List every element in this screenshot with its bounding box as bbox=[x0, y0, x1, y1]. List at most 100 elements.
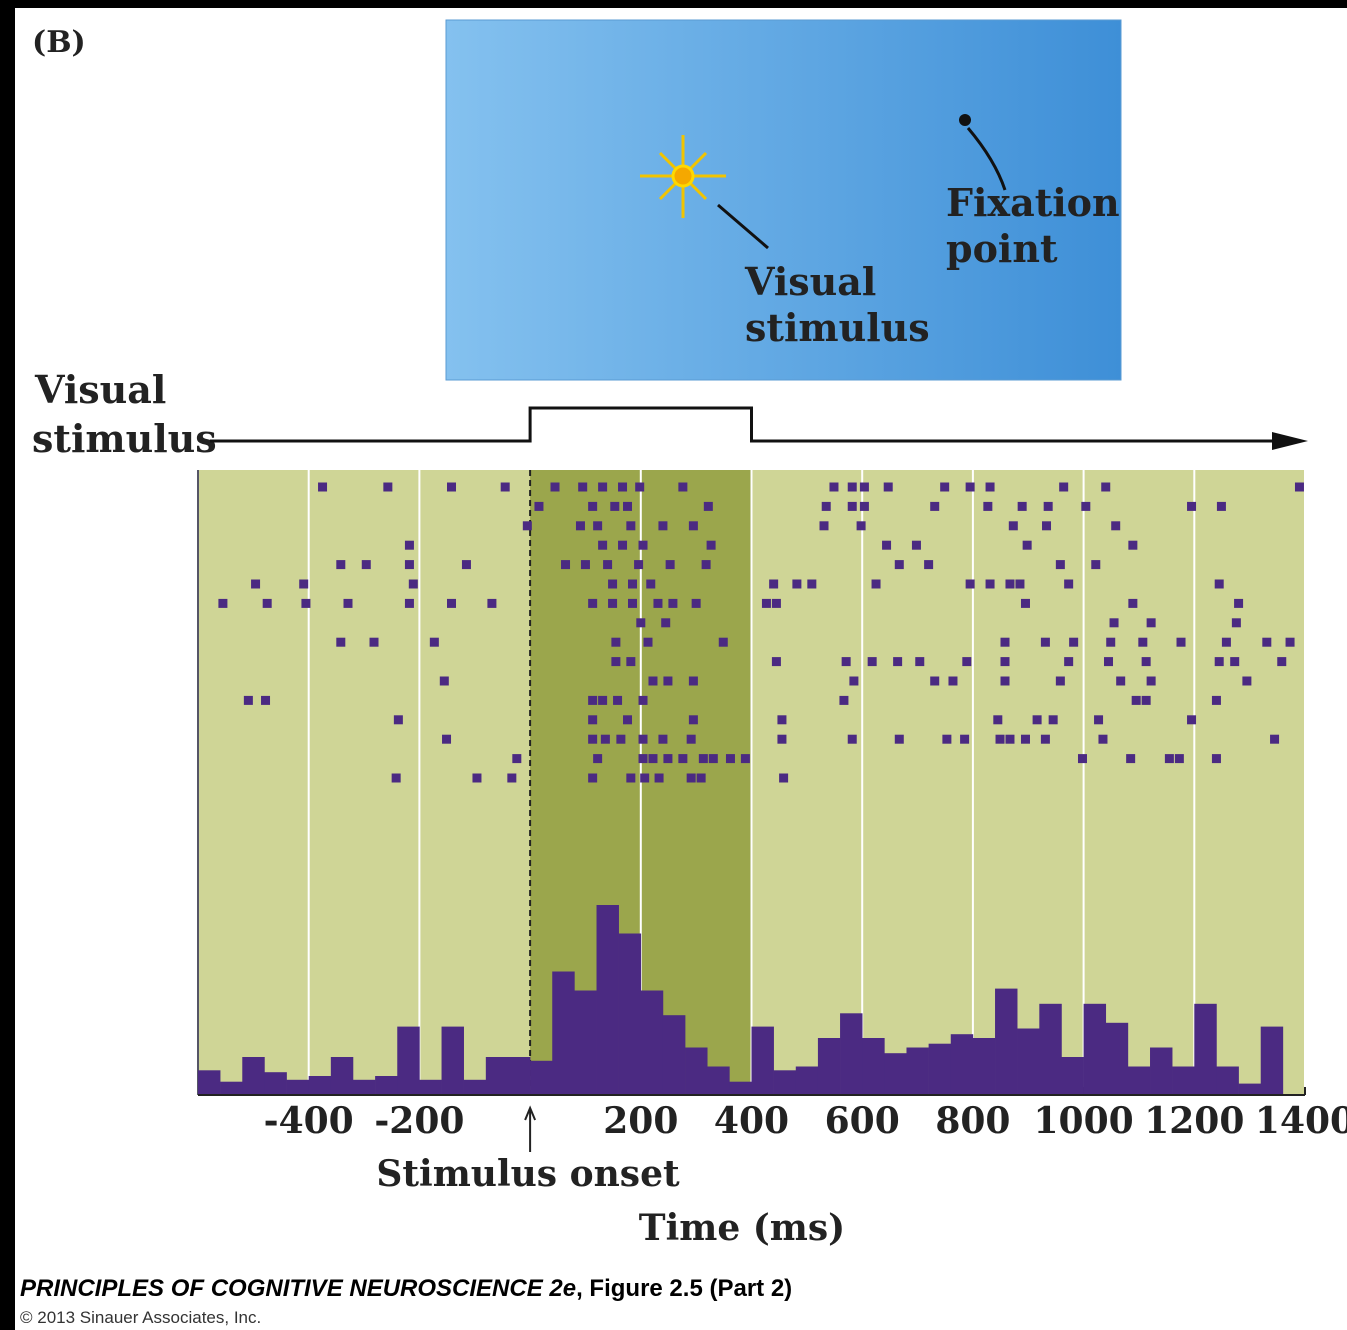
spike bbox=[1277, 657, 1286, 666]
bar bbox=[464, 1080, 486, 1095]
bar bbox=[1261, 1027, 1283, 1095]
spike bbox=[462, 560, 471, 569]
spike bbox=[1098, 735, 1107, 744]
spike bbox=[440, 677, 449, 686]
x-tick-label: 1400 bbox=[1255, 1100, 1347, 1142]
spike bbox=[769, 580, 778, 589]
spike bbox=[986, 483, 995, 492]
spike bbox=[472, 774, 481, 783]
trace-label: Visual bbox=[34, 367, 166, 412]
spike bbox=[687, 774, 696, 783]
onset-arrow bbox=[525, 1108, 535, 1152]
spike bbox=[1033, 715, 1042, 724]
spike bbox=[392, 774, 401, 783]
spike bbox=[1295, 483, 1304, 492]
spike bbox=[699, 754, 708, 763]
spike bbox=[405, 541, 414, 550]
bar bbox=[641, 991, 663, 1096]
spike bbox=[561, 560, 570, 569]
spike bbox=[1078, 754, 1087, 763]
spike bbox=[868, 657, 877, 666]
spike bbox=[848, 483, 857, 492]
spike bbox=[576, 521, 585, 530]
bar bbox=[220, 1082, 242, 1095]
spike bbox=[263, 599, 272, 608]
spike bbox=[666, 560, 675, 569]
spike bbox=[639, 735, 648, 744]
spike bbox=[299, 580, 308, 589]
diagram-label: Visual bbox=[744, 259, 876, 304]
spike bbox=[394, 715, 403, 724]
spike bbox=[261, 696, 270, 705]
spike bbox=[661, 618, 670, 627]
spike bbox=[1215, 657, 1224, 666]
spike bbox=[1001, 657, 1010, 666]
trace-label: stimulus bbox=[32, 416, 217, 461]
copyright: © 2013 Sinauer Associates, Inc. bbox=[20, 1308, 261, 1327]
spike bbox=[1009, 521, 1018, 530]
spike bbox=[1116, 677, 1125, 686]
footer-book: PRINCIPLES OF COGNITIVE NEUROSCIENCE 2e bbox=[20, 1275, 576, 1302]
spike bbox=[1234, 599, 1243, 608]
spike bbox=[1212, 754, 1221, 763]
x-tick-label: 1000 bbox=[1033, 1100, 1133, 1142]
spike bbox=[643, 638, 652, 647]
bar bbox=[552, 972, 574, 1096]
spike bbox=[507, 774, 516, 783]
spike bbox=[343, 599, 352, 608]
bar bbox=[353, 1080, 375, 1095]
spike bbox=[678, 754, 687, 763]
spike bbox=[1094, 715, 1103, 724]
spike bbox=[689, 715, 698, 724]
spike bbox=[618, 541, 627, 550]
spike bbox=[655, 774, 664, 783]
spike bbox=[772, 657, 781, 666]
spike bbox=[1091, 560, 1100, 569]
spike bbox=[608, 599, 617, 608]
diagram-label: point bbox=[946, 226, 1058, 271]
spike bbox=[1262, 638, 1271, 647]
spike bbox=[1021, 735, 1030, 744]
spike bbox=[658, 735, 667, 744]
bar bbox=[375, 1076, 397, 1095]
spike bbox=[301, 599, 310, 608]
spike bbox=[362, 560, 371, 569]
spike bbox=[430, 638, 439, 647]
spike bbox=[447, 599, 456, 608]
spike bbox=[689, 521, 698, 530]
bar bbox=[729, 1082, 751, 1095]
spike bbox=[807, 580, 816, 589]
spike bbox=[336, 638, 345, 647]
spike bbox=[839, 696, 848, 705]
figure: (B) Fixation point Visual stimulus Visua… bbox=[0, 0, 1347, 1330]
spike bbox=[588, 696, 597, 705]
spike bbox=[882, 541, 891, 550]
spike bbox=[702, 560, 711, 569]
spike bbox=[697, 774, 706, 783]
border-top bbox=[0, 0, 1347, 8]
spike bbox=[1177, 638, 1186, 647]
spike bbox=[948, 677, 957, 686]
spike bbox=[626, 657, 635, 666]
bar bbox=[530, 1061, 552, 1095]
spike bbox=[895, 560, 904, 569]
bar bbox=[818, 1038, 840, 1095]
x-tick-label: 800 bbox=[935, 1100, 1010, 1142]
spike bbox=[1242, 677, 1251, 686]
spike bbox=[687, 735, 696, 744]
spike bbox=[639, 541, 648, 550]
spike bbox=[634, 560, 643, 569]
spike bbox=[405, 599, 414, 608]
bar bbox=[840, 1013, 862, 1095]
spike bbox=[1142, 657, 1151, 666]
spike bbox=[1217, 502, 1226, 511]
bar bbox=[574, 991, 596, 1096]
bar bbox=[752, 1027, 774, 1095]
spike bbox=[523, 521, 532, 530]
bar bbox=[1039, 1004, 1061, 1095]
bar bbox=[906, 1048, 928, 1096]
spike bbox=[962, 657, 971, 666]
spike bbox=[610, 502, 619, 511]
spike bbox=[872, 580, 881, 589]
spike bbox=[1147, 618, 1156, 627]
